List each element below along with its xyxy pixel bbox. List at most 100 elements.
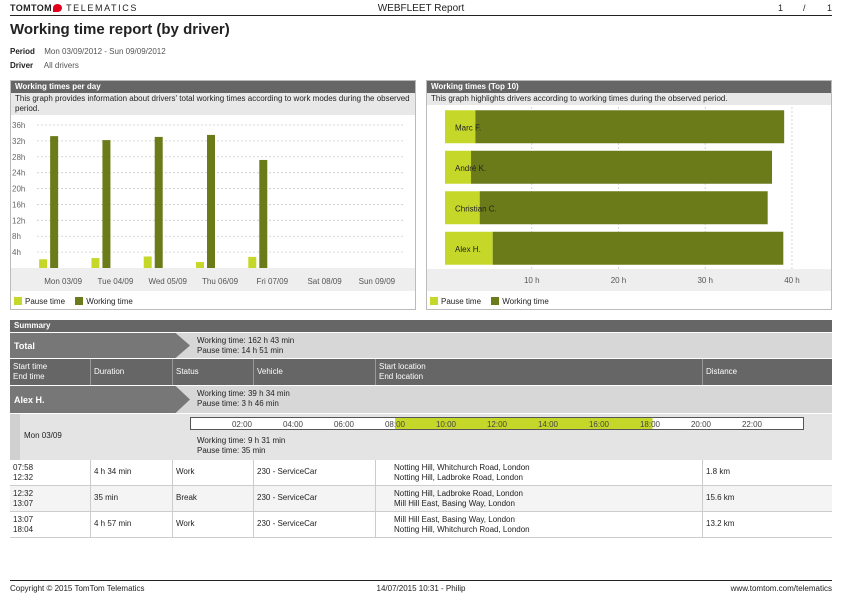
- work-swatch: [491, 297, 500, 305]
- work-bar: [259, 159, 268, 268]
- pause-bar: [196, 262, 204, 268]
- cell-start-end: 13:07 18:04: [10, 512, 90, 538]
- driver-value: All drivers: [43, 61, 79, 70]
- work-bar: [207, 134, 215, 268]
- col-vehicle: Vehicle: [253, 359, 375, 386]
- tomtom-logo: TOMTOM TELEMATICS: [10, 3, 138, 13]
- y-tick-label: 28h: [12, 153, 25, 162]
- cell-end: 12:32: [13, 473, 34, 482]
- cell-vehicle: 230 - ServiceCar: [253, 512, 375, 538]
- cell-to: Notting Hill, Ladbroke Road, London: [394, 473, 523, 482]
- summary-title: Summary: [10, 320, 832, 332]
- driver-label: Driver: [10, 61, 34, 70]
- work-bar: [492, 231, 784, 265]
- report-footer: Copyright © 2015 TomTom Telematics 14/07…: [10, 580, 832, 593]
- x-tick-label: Wed 05/09: [148, 277, 187, 286]
- cell-start-end: 12:32 13:07: [10, 486, 90, 512]
- cell-duration: 35 min: [90, 486, 172, 512]
- cell-status: Break: [176, 492, 197, 502]
- panel-title: Working times (Top 10): [427, 81, 831, 93]
- cell-distance: 1.8 km: [706, 466, 731, 476]
- cell-vehicle: 230 - ServiceCar: [253, 486, 375, 512]
- summary-section: Summary Total Working time: 162 h 43 min…: [10, 320, 832, 540]
- day-work: Working time: 9 h 31 min: [197, 436, 286, 445]
- cell-vehicle: 230 - ServiceCar: [257, 518, 318, 528]
- col-start-end: Start time End time: [10, 359, 90, 386]
- cell-status: Work: [176, 518, 195, 528]
- panel-description: This graph provides information about dr…: [11, 93, 415, 115]
- period-value: Mon 03/09/2012 - Sun 09/09/2012: [44, 47, 166, 56]
- cell-distance: 15.6 km: [702, 486, 832, 512]
- x-tick-label: 10 h: [524, 276, 540, 285]
- total-label: Total: [10, 333, 190, 358]
- driver-row: Alex H. Working time: 39 h 34 min Pause …: [10, 385, 832, 413]
- day-indent: [10, 414, 20, 461]
- timeline-tick-label: 16:00: [589, 420, 610, 429]
- pause-bar: [445, 150, 472, 184]
- driver-bar-label: André K.: [455, 164, 486, 173]
- cell-distance: 13.2 km: [706, 518, 735, 528]
- footer-url: www.tomtom.com/telematics: [730, 584, 832, 593]
- cell-distance: 13.2 km: [702, 512, 832, 538]
- cell-start-end: 07:58 12:32: [10, 460, 90, 486]
- cell-end: 13:07: [13, 499, 34, 508]
- work-bar: [102, 140, 111, 268]
- tomtom-hand-icon: [53, 4, 63, 12]
- pause-bar: [445, 231, 493, 265]
- pause-swatch: [14, 297, 22, 305]
- table-row: 13:07 18:04 4 h 57 min Work 230 - ServiceCar…: [10, 512, 832, 538]
- col-end-time: End time: [13, 372, 45, 381]
- driver-name: Alex H.: [10, 386, 190, 413]
- col-duration: Duration: [90, 359, 172, 386]
- footer-copyright: Copyright © 2015 TomTom Telematics: [10, 584, 145, 593]
- cell-locations: Mill Hill East, Basing Way, London Nottin…: [375, 512, 702, 538]
- work-bar: [471, 150, 773, 184]
- col-end-location: End location: [379, 372, 424, 381]
- day-label: Mon 03/09: [24, 431, 62, 440]
- working-times-top10-panel: Working times (Top 10) This graph highli…: [426, 80, 832, 310]
- report-header: TOMTOM TELEMATICS WEBFLEET Report 1 / 1: [10, 2, 832, 16]
- cell-status: Work: [172, 460, 253, 486]
- col-start-location: Start location: [379, 362, 426, 371]
- x-tick-label: 40 h: [784, 276, 800, 285]
- panel-description: This graph highlights drivers according …: [427, 93, 831, 105]
- pause-bar: [248, 256, 257, 268]
- cell-vehicle: 230 - ServiceCar: [257, 492, 318, 502]
- timeline-tick-label: 22:00: [742, 420, 763, 429]
- x-tick-label: Tue 04/09: [98, 277, 134, 286]
- col-status: Status: [172, 359, 253, 386]
- y-tick-label: 16h: [12, 200, 25, 209]
- cell-duration: 4 h 57 min: [90, 512, 172, 538]
- day-pause: Pause time: 35 min: [197, 446, 266, 455]
- driver-pause: Pause time: 3 h 46 min: [197, 399, 279, 408]
- timeline-tick-label: 14:00: [538, 420, 559, 429]
- timeline-tick-label: 08:00: [385, 420, 406, 429]
- page-separator: /: [803, 3, 806, 13]
- timeline-active-span: [395, 418, 653, 429]
- x-tick-label: Sat 08/09: [307, 277, 342, 286]
- pause-bar: [445, 191, 480, 225]
- header-title: WEBFLEET Report: [377, 3, 465, 14]
- work-bar: [154, 136, 163, 268]
- table-row: 07:58 12:32 4 h 34 min Work 230 - ServiceCar…: [10, 460, 832, 486]
- x-axis-band: [427, 269, 831, 291]
- footer-printed: 14/07/2015 10:31 - Philip: [376, 584, 466, 593]
- x-tick-label: Thu 06/09: [202, 277, 239, 286]
- driver-bar-label: Marc F.: [455, 123, 481, 132]
- total-pause: Pause time: 14 h 51 min: [197, 346, 284, 355]
- cell-vehicle: 230 - ServiceCar: [257, 466, 318, 476]
- work-bar: [50, 136, 59, 268]
- period-row: Period Mon 03/09/2012 - Sun 09/09/2012: [10, 47, 166, 56]
- cell-to: Notting Hill, Whitchurch Road, London: [394, 525, 530, 534]
- x-axis-band: [11, 268, 415, 291]
- work-bar: [479, 191, 768, 225]
- panel-title: Working times per day: [11, 81, 415, 93]
- timeline-tick-label: 20:00: [691, 420, 712, 429]
- day-row: Mon 03/09 Working time: 9 h 31 min Pause…: [10, 413, 832, 461]
- driver-work: Working time: 39 h 34 min: [197, 389, 290, 398]
- x-tick-label: Sun 09/09: [359, 277, 396, 286]
- timeline-tick-label: 10:00: [436, 420, 457, 429]
- daily-bar-chart: 4h 8h 12h 16h 20h 24h 28h 32h 36h Mon 03/09 Tue 04…: [11, 121, 415, 291]
- y-tick-label: 20h: [12, 185, 25, 194]
- driver-times: Working time: 39 h 34 min Pause time: 3 …: [197, 389, 290, 409]
